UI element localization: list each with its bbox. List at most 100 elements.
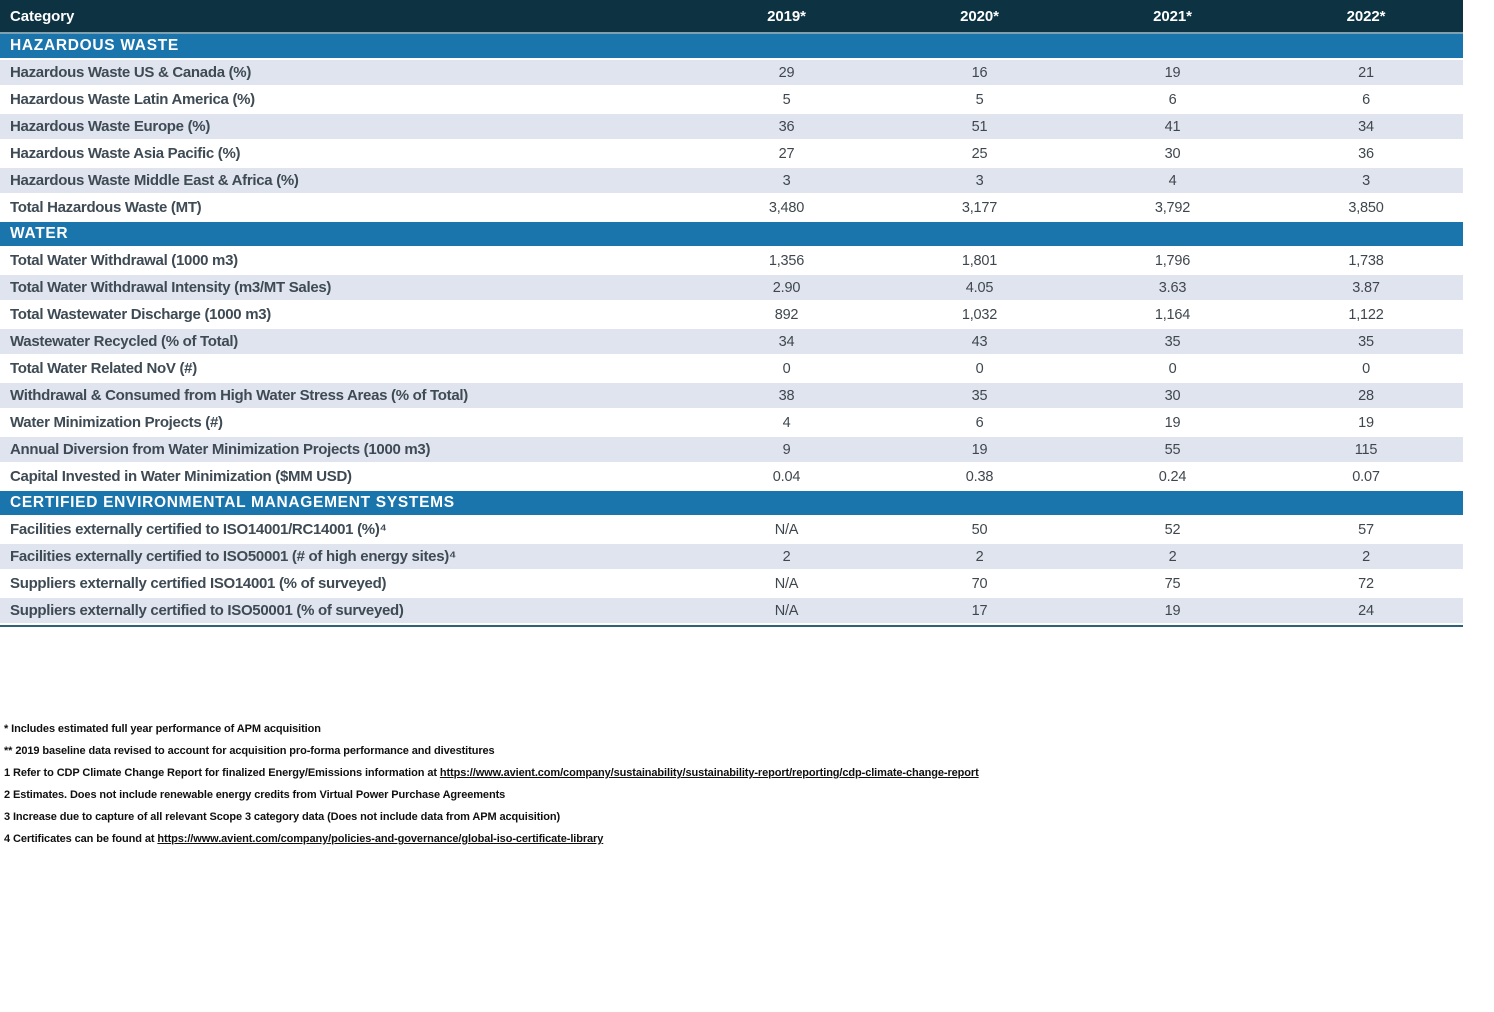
cell-value: 1,801 [883, 247, 1076, 275]
cell-value: 25 [883, 140, 1076, 168]
esg-metrics-table: Category 2019* 2020* 2021* 2022* HAZARDOUS … [0, 0, 1463, 625]
year-column-header: 2021* [1076, 0, 1269, 34]
section-title: CERTIFIED ENVIRONMENTAL MANAGEMENT SYSTE… [0, 489, 1463, 517]
cell-value: 30 [1076, 140, 1269, 168]
cell-value: 4.05 [883, 274, 1076, 302]
table-row: Capital Invested in Water Minimization (… [0, 463, 1463, 491]
cell-value: 4 [690, 409, 883, 437]
table-row: Hazardous Waste US & Canada (%) 29 16 19 21 [0, 59, 1463, 87]
row-label: Annual Diversion from Water Minimization… [0, 436, 690, 464]
cell-value: 55 [1076, 436, 1269, 464]
row-label: Total Wastewater Discharge (1000 m3) [0, 301, 690, 329]
row-label: Wastewater Recycled (% of Total) [0, 328, 690, 356]
footnote-link[interactable]: https://www.avient.com/company/sustainab… [439, 767, 979, 779]
cell-value: 35 [1076, 328, 1269, 356]
cell-value: 0.04 [690, 463, 883, 491]
section-header-row: WATER [0, 220, 1463, 248]
footnote-text: ** 2019 baseline data revised to account… [4, 745, 495, 757]
cell-value: 50 [883, 516, 1076, 544]
table-row: Total Wastewater Discharge (1000 m3) 892 1… [0, 301, 1463, 329]
section-header-row: CERTIFIED ENVIRONMENTAL MANAGEMENT SYSTE… [0, 489, 1463, 517]
row-label: Water Minimization Projects (#) [0, 409, 690, 437]
table-row: Suppliers externally certified to ISO500… [0, 597, 1463, 625]
footnote-text: * Includes estimated full year performan… [4, 723, 321, 735]
cell-value: 5 [690, 86, 883, 114]
cell-value: 36 [1269, 140, 1463, 168]
cell-value: 3.87 [1269, 274, 1463, 302]
table-row: Facilities externally certified to ISO50… [0, 543, 1463, 571]
cell-value: 1,356 [690, 247, 883, 275]
table-row: Total Water Withdrawal Intensity (m3/MT … [0, 274, 1463, 302]
cell-value: 0.24 [1076, 463, 1269, 491]
cell-value: 35 [883, 382, 1076, 410]
table-row: Wastewater Recycled (% of Total) 34 43 35 35 [0, 328, 1463, 356]
row-label: Suppliers externally certified ISO14001 … [0, 570, 690, 598]
row-label: Facilities externally certified to ISO50… [0, 543, 690, 571]
table-row: Total Hazardous Waste (MT) 3,480 3,177 3,79… [0, 194, 1463, 222]
footnote-link[interactable]: https://www.avient.com/company/policies-… [157, 833, 604, 845]
footnote: 1 Refer to CDP Climate Change Report for… [4, 767, 1104, 780]
cell-value: 36 [690, 113, 883, 141]
cell-value: 1,738 [1269, 247, 1463, 275]
cell-value: 21 [1269, 59, 1463, 87]
cell-value: 34 [1269, 113, 1463, 141]
table-row: Hazardous Waste Asia Pacific (%) 27 25 30 36 [0, 140, 1463, 168]
cell-value: 70 [883, 570, 1076, 598]
cell-value: 1,796 [1076, 247, 1269, 275]
row-label: Total Water Related NoV (#) [0, 355, 690, 383]
cell-value: 5 [883, 86, 1076, 114]
cell-value: 3 [883, 167, 1076, 195]
table-row: Total Water Withdrawal (1000 m3) 1,356 1,8… [0, 247, 1463, 275]
cell-value: 3,792 [1076, 194, 1269, 222]
cell-value: 19 [1269, 409, 1463, 437]
cell-value: 2 [1269, 543, 1463, 571]
cell-value: 3,480 [690, 194, 883, 222]
cell-value: 30 [1076, 382, 1269, 410]
cell-value: 2 [883, 543, 1076, 571]
cell-value: 4 [1076, 167, 1269, 195]
row-label: Withdrawal & Consumed from High Water St… [0, 382, 690, 410]
cell-value: 57 [1269, 516, 1463, 544]
row-label: Total Water Withdrawal (1000 m3) [0, 247, 690, 275]
cell-value: 72 [1269, 570, 1463, 598]
row-label: Hazardous Waste US & Canada (%) [0, 59, 690, 87]
esg-metrics-table-wrap: Category 2019* 2020* 2021* 2022* HAZARDOUS … [0, 0, 1463, 627]
cell-value: 0 [1269, 355, 1463, 383]
cell-value: 0.38 [883, 463, 1076, 491]
footnote-text: 3 Increase due to capture of all relevan… [4, 811, 561, 823]
cell-value: 43 [883, 328, 1076, 356]
cell-value: 1,164 [1076, 301, 1269, 329]
cell-value: 19 [1076, 409, 1269, 437]
cell-value: 24 [1269, 597, 1463, 625]
cell-value: 6 [1269, 86, 1463, 114]
cell-value: N/A [690, 516, 883, 544]
cell-value: 28 [1269, 382, 1463, 410]
section-header-row: HAZARDOUS WASTE [0, 32, 1463, 60]
cell-value: 52 [1076, 516, 1269, 544]
cell-value: 2 [1076, 543, 1269, 571]
footnote-text: 1 Refer to CDP Climate Change Report for… [4, 767, 440, 779]
cell-value: 19 [1076, 59, 1269, 87]
cell-value: 1,032 [883, 301, 1076, 329]
table-row: Annual Diversion from Water Minimization… [0, 436, 1463, 464]
cell-value: 3.63 [1076, 274, 1269, 302]
cell-value: 0 [1076, 355, 1269, 383]
cell-value: 38 [690, 382, 883, 410]
row-label: Total Hazardous Waste (MT) [0, 194, 690, 222]
cell-value: 3,177 [883, 194, 1076, 222]
cell-value: 892 [690, 301, 883, 329]
cell-value: N/A [690, 570, 883, 598]
cell-value: 115 [1269, 436, 1463, 464]
table-row: Facilities externally certified to ISO14… [0, 516, 1463, 544]
cell-value: 16 [883, 59, 1076, 87]
cell-value: 19 [883, 436, 1076, 464]
row-label: Facilities externally certified to ISO14… [0, 516, 690, 544]
row-label: Hazardous Waste Middle East & Africa (%) [0, 167, 690, 195]
cell-value: N/A [690, 597, 883, 625]
cell-value: 34 [690, 328, 883, 356]
cell-value: 3 [690, 167, 883, 195]
row-label: Capital Invested in Water Minimization (… [0, 463, 690, 491]
cell-value: 51 [883, 113, 1076, 141]
cell-value: 0 [690, 355, 883, 383]
row-label: Suppliers externally certified to ISO500… [0, 597, 690, 625]
